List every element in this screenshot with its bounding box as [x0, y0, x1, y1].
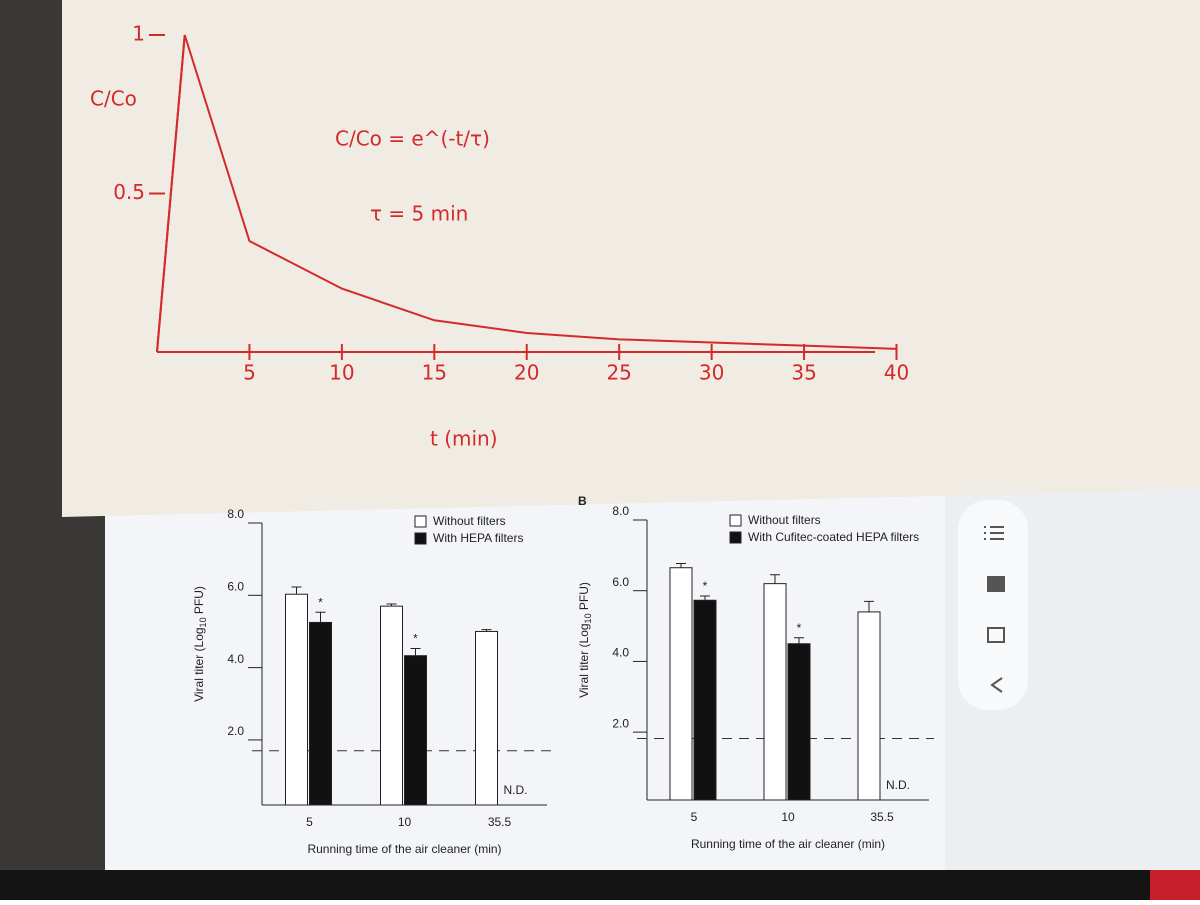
y-tick-label: 2.0	[227, 724, 244, 738]
y-axis-label-part: PFU)	[577, 582, 591, 613]
bar	[857, 611, 881, 801]
y-tick-label: 8.0	[612, 504, 629, 518]
panel-label: B	[578, 494, 587, 508]
y-tick-label: 8.0	[227, 507, 244, 521]
error-bar	[386, 603, 397, 607]
x-tick-label: 20	[514, 361, 539, 385]
bar	[669, 567, 693, 801]
error-bar	[291, 586, 302, 595]
toolbar	[958, 500, 1028, 710]
bar	[285, 593, 308, 806]
x-tick-label: 5	[691, 810, 698, 824]
significance: *	[703, 579, 708, 593]
y-axis-label-part: PFU)	[192, 586, 206, 617]
error-bar	[864, 600, 874, 612]
legend-label: With HEPA filters	[433, 531, 523, 545]
bar	[693, 599, 717, 801]
error-bar	[676, 562, 686, 568]
y-axis-label-part: Viral titer (Log	[577, 623, 591, 697]
taskbar-item	[1150, 868, 1200, 900]
error-bar	[481, 629, 492, 632]
curve	[156, 34, 897, 353]
toolbar-icons	[984, 526, 1005, 693]
error-bar	[410, 647, 421, 656]
bar	[380, 605, 403, 806]
significance: *	[797, 621, 802, 635]
x-axis-label: Running time of the air cleaner (min)	[691, 837, 885, 851]
y-tick-label: 6.0	[612, 575, 629, 589]
legend-swatch	[729, 514, 742, 527]
x-tick-label: 35.5	[870, 810, 894, 824]
legend-label: Without filters	[748, 513, 821, 527]
y-axis-label-part: 10	[198, 617, 208, 627]
y-tick-label: 6.0	[227, 579, 244, 593]
x-tick-label: 10	[398, 815, 412, 829]
y-axis-label-part: Viral titer (Log	[192, 627, 206, 701]
y-tick-label: 2.0	[612, 716, 629, 730]
bezel	[0, 870, 1200, 900]
x-tick-label: 40	[884, 361, 909, 385]
y-axis-label-part: 10	[583, 613, 593, 623]
bar	[787, 643, 811, 801]
y-tick-label: 0.5	[113, 180, 145, 204]
x-tick-label: 10	[329, 361, 354, 385]
x-tick-label: 5	[306, 815, 313, 829]
equation: C/Co = e^(-t/τ)	[335, 127, 490, 151]
x-axis-label: t (min)	[430, 427, 498, 451]
legend-swatch	[414, 532, 427, 545]
x-tick-label: 25	[606, 361, 631, 385]
x-tick-label: 35	[791, 361, 816, 385]
significance: *	[413, 632, 418, 646]
legend-swatch	[414, 515, 427, 528]
significance: *	[318, 595, 323, 609]
nd-label: N.D.	[886, 778, 910, 792]
x-tick-label: 30	[699, 361, 724, 385]
x-axis-label: Running time of the air cleaner (min)	[307, 842, 501, 856]
bar	[763, 583, 787, 801]
bar	[309, 621, 332, 806]
nd-label: N.D.	[504, 783, 528, 797]
x-tick-label: 15	[422, 361, 447, 385]
y-axis-label: C/Co	[90, 87, 137, 111]
bar	[404, 655, 427, 806]
paper	[62, 0, 1200, 517]
y-tick-label: 4.0	[227, 652, 244, 666]
error-bar	[700, 595, 710, 601]
annotation: τ = 5 min	[370, 202, 468, 226]
x-tick-label: 10	[781, 810, 795, 824]
error-bar	[315, 611, 326, 623]
legend-label: With Cufitec-coated HEPA filters	[748, 530, 919, 544]
bar	[475, 630, 498, 806]
error-bar	[794, 637, 804, 644]
y-axis-label: Viral titer (Log10 PFU)	[577, 582, 593, 698]
y-tick-label: 1	[132, 22, 145, 46]
y-tick-label: 4.0	[612, 646, 629, 660]
x-tick-label: 5	[243, 361, 256, 385]
x-tick-label: 35.5	[488, 815, 512, 829]
legend-label: Without filters	[433, 514, 506, 528]
error-bar	[770, 574, 780, 584]
y-axis-label: Viral titer (Log10 PFU)	[192, 586, 208, 702]
legend-swatch	[729, 531, 742, 544]
